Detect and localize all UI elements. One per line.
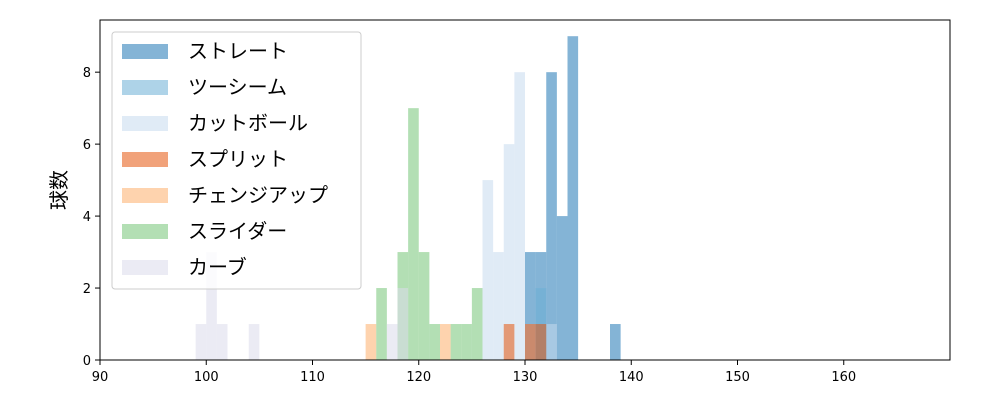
bar [535, 324, 547, 360]
x-tick-label: 150 [725, 370, 750, 385]
legend-label: ストレート [188, 39, 288, 63]
bar [482, 180, 494, 360]
bar [525, 324, 536, 360]
x-tick-label: 90 [92, 370, 109, 385]
bar [216, 324, 228, 360]
legend-swatch [122, 224, 168, 239]
y-tick-label: 0 [83, 354, 91, 369]
legend-label: カットボール [188, 111, 308, 135]
bars-layer [195, 36, 621, 360]
bar [461, 324, 472, 360]
bar [503, 144, 515, 360]
bar [471, 288, 483, 360]
legend-label: カーブ [188, 255, 247, 279]
y-axis: 0 2 4 6 8 [83, 66, 100, 369]
x-axis: 90 100 110 120 130 140 150 160 [92, 360, 856, 385]
bar [408, 108, 419, 360]
bar [546, 72, 557, 360]
x-tick-label: 110 [300, 370, 325, 385]
bar [365, 324, 377, 360]
y-tick-label: 2 [83, 282, 91, 297]
x-tick-label: 140 [619, 370, 644, 385]
bar [418, 252, 430, 360]
bar [610, 324, 621, 360]
bar [493, 252, 504, 360]
bar [440, 324, 451, 360]
bar [546, 324, 557, 360]
bar [386, 324, 398, 360]
legend-swatch [122, 152, 168, 167]
bar [397, 288, 409, 360]
legend-label: スライダー [188, 219, 287, 243]
y-tick-label: 4 [83, 210, 91, 225]
x-tick-label: 130 [513, 370, 538, 385]
y-tick-label: 8 [83, 66, 91, 81]
y-axis-label: 球数 [47, 170, 71, 210]
bar [248, 324, 260, 360]
bar [195, 324, 207, 360]
legend-swatch [122, 80, 168, 95]
bar [376, 288, 387, 360]
legend-swatch [122, 188, 168, 203]
bar [514, 72, 525, 360]
legend-swatch [122, 116, 168, 131]
y-tick-label: 6 [83, 138, 91, 153]
legend-swatch [122, 260, 168, 275]
legend-label: チェンジアップ [188, 183, 328, 207]
legend-box [111, 31, 362, 290]
x-tick-label: 160 [831, 370, 856, 385]
x-tick-label: 100 [194, 370, 219, 385]
bar [450, 324, 462, 360]
x-tick-label: 120 [406, 370, 431, 385]
legend-label: ツーシーム [188, 75, 287, 99]
bar [429, 324, 440, 360]
bar [206, 252, 217, 360]
legend-swatch [122, 44, 168, 59]
bar [567, 36, 579, 360]
bar [503, 324, 515, 360]
bar [556, 216, 568, 360]
legend-label: スプリット [188, 147, 288, 171]
bar [525, 252, 536, 360]
